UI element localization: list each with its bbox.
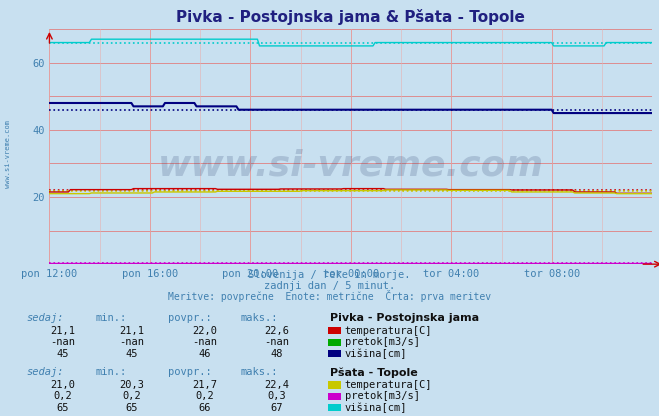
Text: povpr.:: povpr.: [168,313,212,323]
Text: 65: 65 [126,403,138,413]
Text: 0,3: 0,3 [268,391,286,401]
Text: 66: 66 [198,403,210,413]
Text: www.si-vreme.com: www.si-vreme.com [158,149,544,183]
Text: maks.:: maks.: [241,367,278,377]
Text: 45: 45 [126,349,138,359]
Text: zadnji dan / 5 minut.: zadnji dan / 5 minut. [264,281,395,291]
Text: pretok[m3/s]: pretok[m3/s] [345,337,420,347]
Text: min.:: min.: [96,313,127,323]
Text: 48: 48 [271,349,283,359]
Text: Pšata - Topole: Pšata - Topole [330,367,417,378]
Text: 46: 46 [198,349,210,359]
Title: Pivka - Postojnska jama & Pšata - Topole: Pivka - Postojnska jama & Pšata - Topole [177,9,525,25]
Text: -nan: -nan [192,337,217,347]
Text: 21,7: 21,7 [192,380,217,390]
Text: min.:: min.: [96,367,127,377]
Text: -nan: -nan [50,337,75,347]
Text: sedaj:: sedaj: [26,367,64,377]
Text: 21,0: 21,0 [50,380,75,390]
Text: 65: 65 [57,403,69,413]
Text: 22,4: 22,4 [264,380,289,390]
Text: 45: 45 [57,349,69,359]
Text: 20,3: 20,3 [119,380,144,390]
Text: maks.:: maks.: [241,313,278,323]
Text: višina[cm]: višina[cm] [345,402,407,413]
Text: 67: 67 [271,403,283,413]
Text: višina[cm]: višina[cm] [345,348,407,359]
Text: sedaj:: sedaj: [26,313,64,323]
Text: 0,2: 0,2 [53,391,72,401]
Text: www.si-vreme.com: www.si-vreme.com [5,120,11,188]
Text: 0,2: 0,2 [195,391,214,401]
Text: Slovenija / reke in morje.: Slovenija / reke in morje. [248,270,411,280]
Text: temperatura[C]: temperatura[C] [345,380,432,390]
Text: 21,1: 21,1 [119,326,144,336]
Text: 22,6: 22,6 [264,326,289,336]
Text: temperatura[C]: temperatura[C] [345,326,432,336]
Text: pretok[m3/s]: pretok[m3/s] [345,391,420,401]
Text: povpr.:: povpr.: [168,367,212,377]
Text: Meritve: povprečne  Enote: metrične  Črta: prva meritev: Meritve: povprečne Enote: metrične Črta:… [168,290,491,302]
Text: 21,1: 21,1 [50,326,75,336]
Text: -nan: -nan [119,337,144,347]
Text: 0,2: 0,2 [123,391,141,401]
Text: 22,0: 22,0 [192,326,217,336]
Text: Pivka - Postojnska jama: Pivka - Postojnska jama [330,313,478,323]
Text: -nan: -nan [264,337,289,347]
